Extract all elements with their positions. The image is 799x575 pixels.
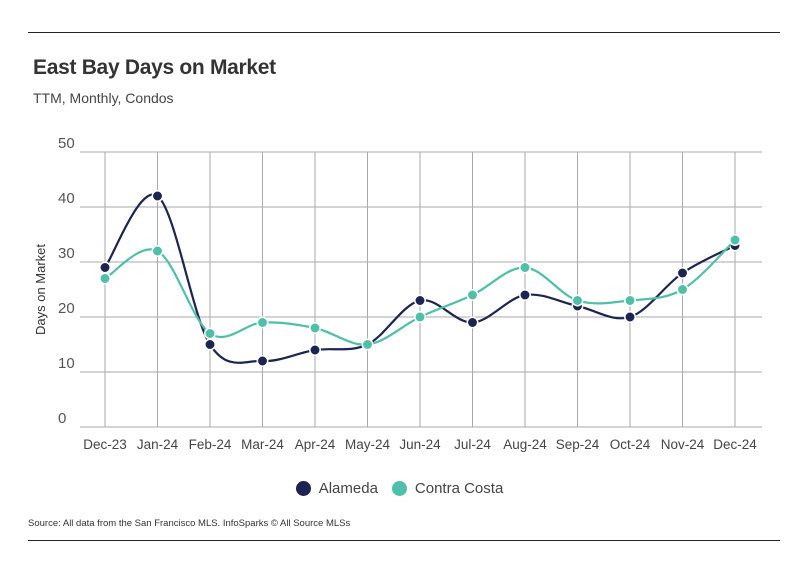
x-tick-label: Feb-24 [189,437,232,452]
x-tick-label: Dec-23 [83,437,127,452]
x-tick-label: Apr-24 [295,437,336,452]
x-tick-label: Jan-24 [137,437,179,452]
data-point [151,190,164,202]
data-point [99,261,111,274]
data-point [729,234,741,246]
y-tick-label: 0 [58,410,66,427]
data-point [256,316,269,329]
legend: Alameda Contra Costa [0,480,799,497]
x-tick-label: Dec-24 [713,437,757,452]
x-tick-label: Jun-24 [399,437,441,452]
legend-item-alameda: Alameda [295,480,378,497]
bottom-rule [28,540,780,541]
data-point [204,327,216,340]
data-point [204,338,216,351]
x-tick-label: Jul-24 [454,437,491,452]
data-point [519,289,531,301]
data-point [624,294,636,307]
y-tick-label: 50 [58,135,75,152]
legend-label: Alameda [318,480,378,497]
chart-subtitle: TTM, Monthly, Condos [33,90,174,106]
line-chart: 0 10 20 30 40 50 Dec-23 Jan-24 Feb-24 Mar-24 Apr-2… [33,135,762,452]
legend-swatch [295,481,311,496]
x-tick-label: Oct-24 [610,437,651,452]
source-note: Source: All data from the San Francisco … [28,518,351,529]
y-tick-label: 30 [58,245,75,262]
data-point [466,316,479,329]
x-tick-label: Aug-24 [503,437,547,452]
x-tick-label: Mar-24 [241,437,284,452]
x-tick-label: May-24 [345,437,391,452]
data-point [309,344,321,356]
data-point [414,294,426,307]
legend-label: Contra Costa [414,480,504,497]
y-tick-label: 10 [58,355,75,372]
y-axis-label: Days on Market [33,244,48,335]
data-point [361,338,374,351]
data-point [99,272,111,285]
x-tick-label: Sep-24 [556,437,600,452]
top-rule [28,32,780,33]
chart-title: East Bay Days on Market [33,56,276,79]
data-point [624,311,636,323]
legend-swatch [391,481,407,496]
data-point [519,261,531,274]
x-tick-label: Nov-24 [661,437,705,452]
y-tick-label: 40 [58,190,75,207]
y-tick-label: 20 [58,300,75,317]
data-point [466,289,479,301]
legend-item-contra-costa: Contra Costa [391,480,504,497]
data-point [571,294,584,307]
data-point [676,283,689,296]
data-point [151,245,164,257]
data-point [309,322,321,334]
data-point [256,355,269,367]
data-point [676,267,689,279]
data-point [414,311,426,323]
